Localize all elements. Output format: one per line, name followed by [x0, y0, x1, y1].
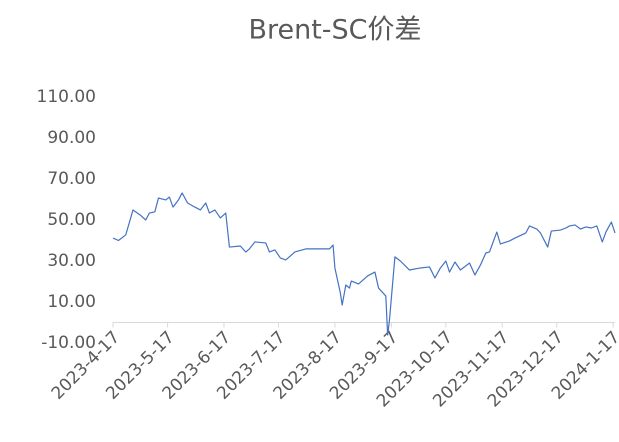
y-tick-label: 30.00	[47, 251, 96, 271]
y-tick-label: 50.00	[47, 210, 96, 230]
chart-title: Brent-SC价差	[248, 15, 421, 46]
y-tick-label: 10.00	[47, 292, 96, 312]
y-tick-label: -10.00	[41, 333, 96, 353]
data-line	[112, 192, 616, 336]
y-tick-label: 90.00	[47, 128, 96, 148]
y-tick-label: 110.00	[37, 87, 96, 107]
y-tick-label: 70.00	[47, 169, 96, 189]
